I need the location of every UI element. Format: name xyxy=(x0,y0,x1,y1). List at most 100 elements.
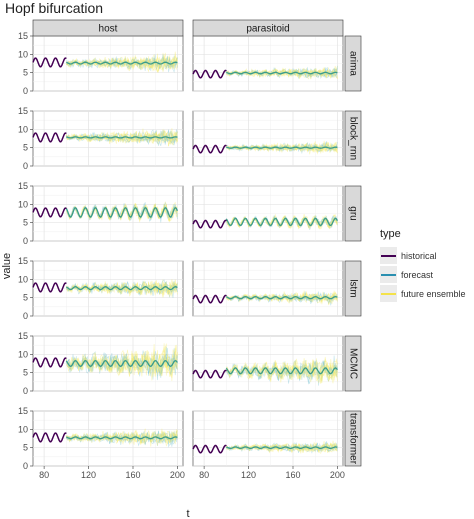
y-tick-label: 0 xyxy=(23,311,28,321)
legend-label-forecast: forecast xyxy=(401,269,434,280)
historical-line xyxy=(192,219,227,229)
x-tick-label: 80 xyxy=(199,470,209,480)
y-tick-label: 15 xyxy=(18,31,28,41)
ensemble-member xyxy=(66,130,178,144)
legend-item-historical: historical xyxy=(380,246,474,265)
ensemble-member xyxy=(226,142,338,152)
ensemble-member xyxy=(226,442,338,454)
ensemble-member xyxy=(226,290,338,304)
ensemble-member xyxy=(226,441,338,453)
x-tick-label: 200 xyxy=(170,470,185,480)
ensemble-member xyxy=(226,442,338,454)
forecast-line xyxy=(65,206,178,218)
historical-line xyxy=(32,357,67,368)
forecast-line xyxy=(66,136,178,139)
legend-item-future-ensemble: future ensemble xyxy=(380,284,474,303)
ensemble-member xyxy=(226,67,338,79)
historical-line xyxy=(32,282,67,293)
ensemble-member xyxy=(66,281,178,296)
forecast-line xyxy=(65,286,178,291)
ensemble-member xyxy=(66,431,178,444)
forecast-line xyxy=(65,359,178,368)
ensemble-member xyxy=(66,279,178,297)
forecast-line xyxy=(66,61,178,65)
legend-key-historical xyxy=(380,247,397,264)
y-tick-label: 0 xyxy=(23,161,28,171)
y-tick-label: 15 xyxy=(18,256,28,266)
ensemble-member xyxy=(66,55,178,73)
legend: type historical forecast future ensemble xyxy=(380,228,474,303)
forecast-line xyxy=(226,446,338,450)
y-tick-label: 0 xyxy=(23,236,28,246)
legend-item-forecast: forecast xyxy=(380,265,474,284)
y-tick-label: 0 xyxy=(23,86,28,96)
chart-title: Hopf bifurcation xyxy=(5,0,104,16)
y-tick-label: 10 xyxy=(18,49,28,59)
ensemble-member xyxy=(66,431,178,445)
ensemble-member xyxy=(66,430,178,445)
ensemble-member xyxy=(66,55,178,73)
ensemble-member xyxy=(66,344,178,381)
strip-label-block_rnn: block_rnn xyxy=(348,117,359,160)
ensemble-member xyxy=(66,430,178,445)
y-tick-label: 10 xyxy=(18,349,28,359)
ensemble-member xyxy=(226,360,338,386)
ensemble-member xyxy=(226,358,338,383)
y-tick-label: 10 xyxy=(18,274,28,284)
ensemble-member xyxy=(66,203,178,220)
y-tick-label: 15 xyxy=(18,181,28,191)
strip-label-gru: gru xyxy=(348,206,359,220)
forecast-line xyxy=(225,217,338,227)
strip-gru xyxy=(344,185,362,242)
strip-lstm xyxy=(344,260,362,317)
strip-block_rnn xyxy=(344,110,362,167)
historical-line xyxy=(192,444,227,454)
ensemble-member xyxy=(66,349,178,377)
forecast-line xyxy=(226,71,338,75)
ensemble-member xyxy=(66,281,178,295)
y-tick-label: 0 xyxy=(23,461,28,471)
x-tick-label: 120 xyxy=(81,470,96,480)
legend-swatch-forecast xyxy=(381,274,396,276)
y-tick-label: 5 xyxy=(23,368,28,378)
historical-line xyxy=(32,57,67,68)
ensemble-member xyxy=(66,130,178,144)
y-tick-label: 15 xyxy=(18,406,28,416)
strip-parasitoid xyxy=(192,19,344,37)
y-tick-label: 10 xyxy=(18,424,28,434)
strip-label-host: host xyxy=(99,24,118,35)
ensemble-member xyxy=(226,355,338,385)
ensemble-member xyxy=(66,132,178,146)
ensemble-member xyxy=(66,55,178,73)
ensemble-member xyxy=(66,344,178,377)
forecast-line xyxy=(225,367,338,375)
legend-label-future-ensemble: future ensemble xyxy=(401,288,466,299)
forecast-line xyxy=(225,295,338,300)
legend-swatch-historical xyxy=(381,255,396,257)
y-tick-label: 10 xyxy=(18,124,28,134)
y-tick-label: 5 xyxy=(23,68,28,78)
ensemble-member xyxy=(226,360,338,384)
ensemble-member xyxy=(66,128,178,144)
ensemble-member xyxy=(66,346,178,381)
forecast-line xyxy=(66,436,178,440)
historical-line xyxy=(32,207,67,218)
strip-label-parasitoid: parasitoid xyxy=(246,24,289,35)
ensemble-member xyxy=(66,343,178,376)
y-tick-label: 5 xyxy=(23,443,28,453)
ensemble-member xyxy=(226,291,338,304)
strip-arima xyxy=(344,35,362,92)
ensemble-member xyxy=(66,56,178,73)
y-tick-label: 0 xyxy=(23,386,28,396)
forecast-line xyxy=(226,146,338,149)
y-axis-title: value xyxy=(1,253,13,279)
historical-line xyxy=(32,432,67,443)
x-tick-label: 200 xyxy=(330,470,345,480)
strip-MCMC xyxy=(344,335,362,392)
x-axis-title: t xyxy=(186,508,189,519)
y-tick-label: 15 xyxy=(18,331,28,341)
ensemble-member xyxy=(66,348,178,380)
ensemble-member xyxy=(66,205,178,222)
ensemble-member xyxy=(226,292,338,303)
ensemble-member xyxy=(66,56,178,73)
